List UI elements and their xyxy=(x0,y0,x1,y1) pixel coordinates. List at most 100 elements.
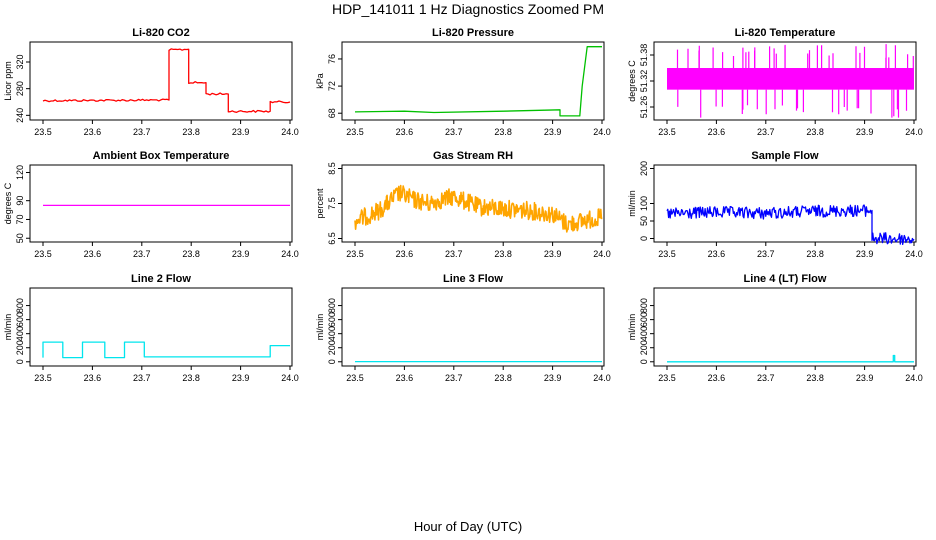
x-tick-label: 24.0 xyxy=(281,127,299,137)
series-band xyxy=(667,68,914,90)
panel-title: Line 3 Flow xyxy=(443,273,503,285)
y-tick-label: 0 xyxy=(639,236,649,241)
y-tick-label: 200 xyxy=(639,340,649,355)
panel-title: Gas Stream RH xyxy=(433,150,513,162)
x-tick-label: 23.9 xyxy=(232,127,250,137)
x-tick-label: 23.7 xyxy=(133,249,151,259)
x-tick-label: 23.8 xyxy=(182,249,200,259)
panel-7: Line 2 Flow ml/min 23.5 23.6 23.7 23.8 23.9 24.… xyxy=(3,273,299,383)
x-tick-label: 24.0 xyxy=(593,373,611,383)
x-tick-label: 23.9 xyxy=(544,127,562,137)
y-axis-label: ml/min xyxy=(315,314,325,341)
x-tick-label: 23.8 xyxy=(806,127,824,137)
plot-frame xyxy=(29,164,293,243)
x-tick-label: 23.5 xyxy=(34,127,52,137)
series-line xyxy=(42,48,291,113)
x-tick-label: 23.5 xyxy=(346,127,364,137)
series-line xyxy=(42,341,290,359)
y-tick-label: 50 xyxy=(639,216,649,226)
x-tick-label: 23.8 xyxy=(494,373,512,383)
x-tick-label: 24.0 xyxy=(593,249,611,259)
x-tick-label: 23.5 xyxy=(346,373,364,383)
y-tick-label: 51.26 xyxy=(639,96,649,119)
panel-title: Sample Flow xyxy=(751,150,819,162)
series-line xyxy=(667,354,914,363)
y-tick-label: 280 xyxy=(15,81,25,96)
y-tick-label: 120 xyxy=(15,165,25,180)
y-tick-label: 800 xyxy=(327,298,337,313)
panel-title: Line 2 Flow xyxy=(131,273,191,285)
x-tick-label: 23.6 xyxy=(84,373,102,383)
x-tick-label: 23.8 xyxy=(494,249,512,259)
x-tick-label: 23.6 xyxy=(396,249,414,259)
figure-title: HDP_141011 1 Hz Diagnostics Zoomed PM xyxy=(332,1,604,17)
x-tick-label: 24.0 xyxy=(905,373,923,383)
y-tick-label: 0 xyxy=(327,359,337,364)
y-tick-label: 0 xyxy=(639,359,649,364)
x-tick-label: 23.9 xyxy=(544,373,562,383)
panel-title: Ambient Box Temperature xyxy=(93,150,230,162)
figure-xlabel: Hour of Day (UTC) xyxy=(414,519,522,534)
panel-title: Li-820 Temperature xyxy=(735,27,836,39)
panel-6: Sample Flow ml/min 23.5 23.6 23.7 23.8 23.9 24.… xyxy=(627,150,923,259)
x-tick-label: 23.6 xyxy=(708,127,726,137)
series-spikes xyxy=(676,44,914,118)
y-tick-label: 72 xyxy=(327,81,337,91)
x-tick-label: 23.8 xyxy=(182,127,200,137)
y-tick-label: 200 xyxy=(639,161,649,176)
y-tick-label: 400 xyxy=(639,326,649,341)
panel-2: Li-820 Pressure kPa 23.5 23.6 23.7 23.8 23.9 24… xyxy=(315,27,611,137)
x-tick-label: 24.0 xyxy=(593,127,611,137)
x-tick-label: 24.0 xyxy=(905,249,923,259)
x-tick-label: 23.7 xyxy=(445,127,463,137)
y-tick-label: 76 xyxy=(327,54,337,64)
y-tick-label: 200 xyxy=(15,340,25,355)
x-tick-label: 24.0 xyxy=(281,373,299,383)
x-tick-label: 23.5 xyxy=(658,373,676,383)
panel-title: Li-820 Pressure xyxy=(432,27,514,39)
plot-frame xyxy=(341,287,605,367)
plot-frame xyxy=(29,41,293,121)
y-tick-label: 800 xyxy=(639,298,649,313)
x-tick-label: 23.7 xyxy=(757,127,775,137)
y-tick-label: 400 xyxy=(327,326,337,341)
x-tick-label: 24.0 xyxy=(905,127,923,137)
panel-8: Line 3 Flow ml/min 23.5 23.6 23.7 23.8 23.9 24.… xyxy=(315,273,611,383)
panel-1: Li-820 CO2 Licor ppm 23.5 23.6 23.7 23.8 23.9 2… xyxy=(3,27,299,137)
x-tick-label: 23.7 xyxy=(133,127,151,137)
y-axis-label: ml/min xyxy=(627,314,637,341)
panel-3: Li-820 Temperature degrees C 23.5 23.6 23.7 2… xyxy=(627,27,923,137)
y-axis-label: degrees C xyxy=(3,182,13,224)
series-line xyxy=(666,204,915,246)
plot-frame xyxy=(29,287,293,367)
y-axis-label: degrees C xyxy=(627,60,637,102)
x-tick-label: 23.6 xyxy=(396,127,414,137)
y-tick-label: 51.32 xyxy=(639,70,649,93)
plot-frame xyxy=(653,287,917,367)
x-tick-label: 23.7 xyxy=(757,249,775,259)
x-tick-label: 23.7 xyxy=(445,249,463,259)
panels-grid: Li-820 CO2 Licor ppm 23.5 23.6 23.7 23.8 23.9 2… xyxy=(3,27,923,383)
x-tick-label: 23.5 xyxy=(346,249,364,259)
x-tick-label: 23.9 xyxy=(856,373,874,383)
y-tick-label: 7.5 xyxy=(327,197,337,210)
x-tick-label: 23.9 xyxy=(856,127,874,137)
x-tick-label: 23.5 xyxy=(34,249,52,259)
y-tick-label: 50 xyxy=(15,233,25,243)
plot-frame xyxy=(341,41,605,121)
x-tick-label: 23.5 xyxy=(658,127,676,137)
x-tick-label: 23.5 xyxy=(34,373,52,383)
x-tick-label: 23.7 xyxy=(133,373,151,383)
x-tick-label: 23.8 xyxy=(806,373,824,383)
y-tick-label: 90 xyxy=(15,196,25,206)
y-tick-label: 51.38 xyxy=(639,44,649,67)
y-axis-label: kPa xyxy=(315,73,325,89)
x-tick-label: 23.9 xyxy=(544,249,562,259)
y-tick-label: 100 xyxy=(639,196,649,211)
y-tick-label: 320 xyxy=(15,54,25,69)
panel-title: Line 4 (LT) Flow xyxy=(744,273,827,285)
y-axis-label: Licor ppm xyxy=(3,61,13,101)
y-tick-label: 8.5 xyxy=(327,162,337,175)
panel-5: Gas Stream RH percent 23.5 23.6 23.7 23.8 23.9… xyxy=(315,150,611,259)
